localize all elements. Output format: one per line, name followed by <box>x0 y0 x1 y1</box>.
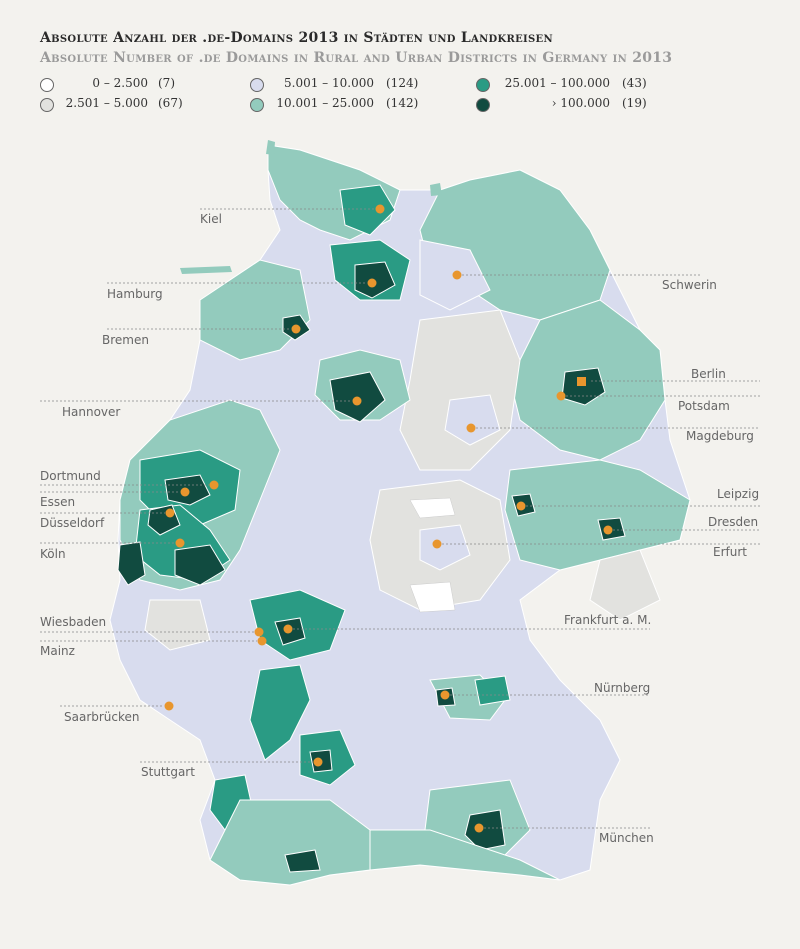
label-essen: Essen <box>40 495 75 509</box>
legend-range: 10.001 – 25.000 <box>276 96 374 110</box>
marker-erfurt <box>432 539 442 549</box>
label-schwerin: Schwerin <box>662 278 717 292</box>
label-saarbruecken: Saarbrücken <box>64 710 140 724</box>
marker-dortmund <box>209 480 219 490</box>
marker-magdeburg <box>466 423 476 433</box>
legend-count: (124) <box>386 76 419 90</box>
label-hannover: Hannover <box>62 405 120 419</box>
region-magdeburg-area <box>444 394 501 446</box>
legend-item: › 100.000 (19) <box>476 96 676 114</box>
germany-map: Kiel Hamburg Bremen Hannover Schwerin Be… <box>40 140 760 886</box>
marker-duesseldorf <box>165 508 175 518</box>
label-leipzig: Leipzig <box>717 487 759 501</box>
region-kiel-area <box>339 184 396 236</box>
legend: 0 – 2.500 (7) 2.501 – 5.000 (67) 5.001 –… <box>40 76 647 116</box>
legend-swatch <box>250 98 264 112</box>
legend-swatch <box>40 78 54 92</box>
region-erfurt-area <box>419 524 471 571</box>
legend-count: (7) <box>158 76 175 90</box>
marker-saarbruecken <box>164 701 174 711</box>
marker-mainz <box>257 636 267 646</box>
legend-swatch <box>476 98 490 112</box>
label-potsdam: Potsdam <box>678 399 730 413</box>
marker-wiesbaden <box>254 627 264 637</box>
label-bremen: Bremen <box>102 333 149 347</box>
legend-count: (67) <box>158 96 183 110</box>
legend-count: (19) <box>622 96 647 110</box>
region-alps <box>369 829 561 881</box>
marker-hamburg <box>367 278 377 288</box>
region-regensburg <box>474 675 511 706</box>
region-koeln <box>117 541 146 586</box>
region-konstanz <box>284 849 321 873</box>
label-kiel: Kiel <box>200 212 222 226</box>
label-mainz: Mainz <box>40 644 75 658</box>
region-island-3 <box>180 266 232 274</box>
marker-essen <box>180 487 190 497</box>
marker-potsdam <box>556 391 566 401</box>
region-bonn-area <box>174 544 226 586</box>
legend-item: 2.501 – 5.000 (67) <box>40 96 220 114</box>
marker-leipzig <box>516 501 526 511</box>
region-grey-west <box>144 599 211 651</box>
label-stuttgart: Stuttgart <box>141 765 195 779</box>
marker-koeln <box>175 538 185 548</box>
legend-item: 5.001 – 10.000 (124) <box>250 76 450 94</box>
legend-count: (43) <box>622 76 647 90</box>
label-koeln: Köln <box>40 547 66 561</box>
legend-swatch <box>250 78 264 92</box>
map-subtitle: Absolute Number of .de Domains in Rural … <box>40 50 673 66</box>
marker-stuttgart <box>313 757 323 767</box>
label-magdeburg: Magdeburg <box>686 429 754 443</box>
label-hamburg: Hamburg <box>107 287 163 301</box>
legend-range: › 100.000 <box>551 96 610 110</box>
marker-kiel <box>375 204 385 214</box>
legend-swatch <box>40 98 54 112</box>
label-dresden: Dresden <box>708 515 758 529</box>
legend-range: 5.001 – 10.000 <box>284 76 374 90</box>
marker-frankfurt <box>283 624 293 634</box>
marker-berlin <box>577 377 586 386</box>
region-white-2 <box>409 581 456 613</box>
legend-swatch <box>476 78 490 92</box>
legend-range: 25.001 – 100.000 <box>504 76 610 90</box>
label-erfurt: Erfurt <box>713 545 747 559</box>
label-muenchen: München <box>599 831 654 845</box>
legend-count: (142) <box>386 96 419 110</box>
marker-nuernberg <box>440 690 450 700</box>
region-bw-north <box>249 664 311 761</box>
marker-dresden <box>603 525 613 535</box>
legend-range: 2.501 – 5.000 <box>65 96 148 110</box>
city-markers <box>164 204 613 833</box>
legend-item: 10.001 – 25.000 (142) <box>250 96 450 114</box>
region-grey-east <box>589 549 661 621</box>
region-island-1 <box>266 140 275 155</box>
legend-item: 0 – 2.500 (7) <box>40 76 220 94</box>
region-island-2 <box>430 183 442 196</box>
legend-range: 0 – 2.500 <box>92 76 148 90</box>
region-white-1 <box>409 497 456 519</box>
marker-schwerin <box>452 270 462 280</box>
label-nuernberg: Nürnberg <box>594 681 650 695</box>
legend-item: 25.001 – 100.000 (43) <box>476 76 676 94</box>
marker-bremen <box>291 324 301 334</box>
marker-muenchen <box>474 823 484 833</box>
label-berlin: Berlin <box>691 367 726 381</box>
label-frankfurt: Frankfurt a. M. <box>564 613 651 627</box>
label-dortmund: Dortmund <box>40 469 101 483</box>
label-wiesbaden: Wiesbaden <box>40 615 106 629</box>
region-muenchen <box>464 809 506 851</box>
marker-hannover <box>352 396 362 406</box>
label-duesseldorf: Düsseldorf <box>40 516 105 530</box>
map-title: Absolute Anzahl der .de-Domains 2013 in … <box>40 30 553 46</box>
leader-lines <box>40 208 760 829</box>
region-bw-south <box>209 799 371 886</box>
